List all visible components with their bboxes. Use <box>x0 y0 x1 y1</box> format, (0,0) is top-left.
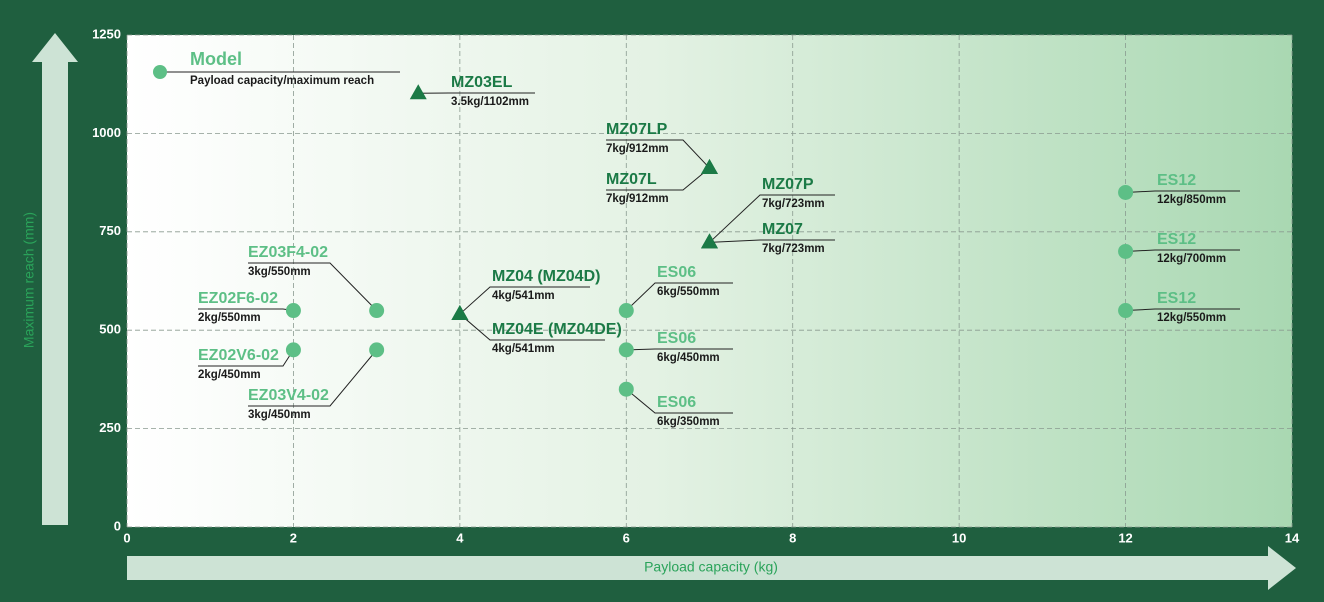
point-label: EZ03V4-02 <box>248 387 329 404</box>
leader-line <box>625 282 733 311</box>
leader-line <box>709 194 835 243</box>
point-spec: 2kg/550mm <box>198 312 261 324</box>
x-tick-label: 0 <box>123 530 130 545</box>
point-spec: 7kg/723mm <box>762 198 825 210</box>
x-axis-label: Payload capacity (kg) <box>644 559 778 575</box>
point-label: EZ03F4-02 <box>248 244 328 261</box>
point-label: ES06 <box>657 394 696 411</box>
leader-line <box>606 139 710 169</box>
point-label: MZ04 (MZ04D) <box>492 268 600 285</box>
point <box>451 305 469 321</box>
point-label: EZ02F6-02 <box>198 290 278 307</box>
y-tick-label: 1250 <box>92 26 121 41</box>
plot-layer: 0 2 4 6 8 10 12 14 0 250 500 750 1000 1250 Model Payloa… <box>92 26 1300 545</box>
leader-line <box>1125 308 1240 312</box>
leader-line <box>626 348 733 351</box>
point-spec: 12kg/850mm <box>1157 194 1226 206</box>
leader-line <box>1125 190 1240 193</box>
point-spec: 6kg/350mm <box>657 416 720 428</box>
point <box>285 303 301 319</box>
point-label: ES06 <box>657 264 696 281</box>
point-spec: 6kg/450mm <box>657 352 720 364</box>
point-spec: 4kg/541mm <box>492 290 555 302</box>
leader-line <box>248 349 378 407</box>
point-label: ES12 <box>1157 172 1196 189</box>
point-label: ES06 <box>657 330 696 347</box>
y-axis-label: Maximum reach (mm) <box>21 212 37 348</box>
y-tick-label: 0 <box>114 518 121 533</box>
y-tick-label: 750 <box>99 223 121 238</box>
point-label: MZ04E (MZ04DE) <box>492 321 622 338</box>
x-axis-arrow <box>127 546 1296 590</box>
point <box>618 303 634 319</box>
point-spec: 2kg/450mm <box>198 369 261 381</box>
point <box>409 84 427 100</box>
point <box>618 342 634 358</box>
point <box>701 233 718 249</box>
point-label: MZ07 <box>762 221 803 238</box>
x-tick-label: 6 <box>623 530 630 545</box>
x-tick-label: 8 <box>789 530 796 545</box>
legend-marker <box>153 65 167 79</box>
leader-line <box>459 286 590 315</box>
point-label: ES12 <box>1157 231 1196 248</box>
y-axis-arrow <box>32 33 78 525</box>
point-spec: 3kg/550mm <box>248 266 311 278</box>
legend-title: Model <box>190 49 242 69</box>
leader-line <box>625 388 733 414</box>
point-label: MZ07P <box>762 176 814 193</box>
point-spec: 3.5kg/1102mm <box>451 96 529 108</box>
point-spec: 4kg/541mm <box>492 343 555 355</box>
y-tick-label: 1000 <box>92 125 121 140</box>
point-label: MZ07L <box>606 171 657 188</box>
point-spec: 3kg/450mm <box>248 409 311 421</box>
leader-line <box>606 167 710 191</box>
leader-line <box>709 239 835 243</box>
point-label: MZ03EL <box>451 74 513 91</box>
x-tick-label: 14 <box>1285 530 1300 545</box>
point-label: ES12 <box>1157 290 1196 307</box>
plot-area <box>127 35 1292 527</box>
x-tick-label: 4 <box>456 530 464 545</box>
point <box>1118 184 1134 200</box>
x-tick-label: 2 <box>290 530 297 545</box>
point-spec: 7kg/912mm <box>606 143 669 155</box>
leader-line <box>248 262 377 311</box>
point <box>369 342 385 358</box>
y-tick-label: 500 <box>99 322 121 337</box>
point <box>701 159 718 175</box>
point-label: EZ02V6-02 <box>198 347 279 364</box>
point-spec: 12kg/700mm <box>1157 253 1226 265</box>
point <box>618 381 634 397</box>
point <box>285 342 301 358</box>
x-tick-label: 12 <box>1118 530 1132 545</box>
y-tick-label: 250 <box>99 420 121 435</box>
x-tick-label: 10 <box>952 530 966 545</box>
leader-line <box>1125 249 1240 252</box>
point-spec: 7kg/723mm <box>762 243 825 255</box>
point <box>1118 243 1134 259</box>
leader-line <box>459 313 605 341</box>
point <box>1118 303 1134 319</box>
point <box>369 303 385 319</box>
point-spec: 12kg/550mm <box>1157 312 1226 324</box>
legend-subtitle: Payload capacity/maximum reach <box>190 75 374 87</box>
point-spec: 6kg/550mm <box>657 286 720 298</box>
point-label: MZ07LP <box>606 121 668 138</box>
point-spec: 7kg/912mm <box>606 193 669 205</box>
